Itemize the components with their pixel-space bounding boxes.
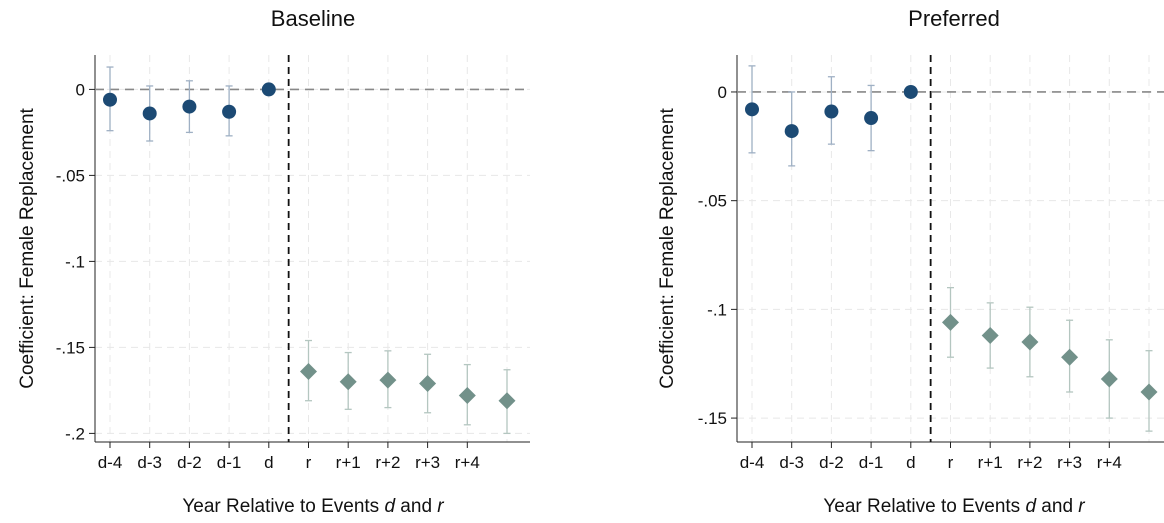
x-axis-title-r: r bbox=[437, 496, 444, 517]
diamond-marker bbox=[458, 387, 476, 405]
point-marker bbox=[261, 82, 276, 97]
point-marker bbox=[182, 99, 197, 114]
y-axis-title: Coefficient: Female Replacement bbox=[17, 108, 38, 389]
diamond-marker bbox=[379, 371, 397, 389]
diamond-marker bbox=[1061, 348, 1079, 366]
x-tick-label: r+2 bbox=[1017, 453, 1042, 472]
x-axis-title-text: Year Relative to Events bbox=[823, 496, 1025, 517]
x-tick-label: r bbox=[948, 453, 954, 472]
point-marker bbox=[864, 111, 879, 126]
x-tick-label: r+4 bbox=[1097, 453, 1122, 472]
diamond-marker bbox=[1100, 370, 1118, 388]
x-tick-label: d-4 bbox=[98, 453, 123, 472]
x-axis-title-r: r bbox=[1078, 496, 1085, 517]
y-tick-label: -.15 bbox=[56, 338, 85, 357]
y-tick-label: -.15 bbox=[698, 409, 727, 428]
point-marker bbox=[142, 106, 157, 121]
panel-title: Preferred bbox=[908, 6, 1000, 31]
point-marker bbox=[745, 102, 759, 117]
point-marker bbox=[784, 124, 799, 139]
point-marker bbox=[824, 104, 839, 119]
x-tick-label: r+2 bbox=[375, 453, 400, 472]
x-tick-label: d-3 bbox=[137, 453, 162, 472]
x-tick-label: d bbox=[906, 453, 915, 472]
point-marker bbox=[222, 104, 237, 119]
x-tick-label: r+1 bbox=[978, 453, 1003, 472]
preferred-panel: Preferred 0 -.05 -.1 -.15 d-4 d-3 d-2 d-1 d r r+1 r+… bbox=[657, 6, 1164, 517]
x-axis-title-and: and bbox=[1036, 496, 1078, 517]
point-marker bbox=[103, 92, 117, 107]
x-tick-label: d-4 bbox=[740, 453, 765, 472]
diamond-marker bbox=[1140, 383, 1158, 401]
y-tick-label: 0 bbox=[76, 80, 85, 99]
x-tick-label: d-2 bbox=[177, 453, 202, 472]
y-tick-label: -.05 bbox=[698, 192, 727, 211]
y-tick-label: -.1 bbox=[65, 252, 85, 271]
baseline-panel: Baseline 0 -.05 -.1 -.15 -.2 d-4 d-3 d-2 d-1 d r r+1… bbox=[17, 6, 530, 517]
x-axis-title-d: d bbox=[1025, 496, 1037, 517]
panel-title: Baseline bbox=[271, 6, 355, 31]
y-tick-label: -.2 bbox=[65, 424, 85, 443]
x-axis-title: Year Relative to Events d and r bbox=[823, 496, 1085, 517]
x-axis-title-text: Year Relative to Events bbox=[182, 496, 384, 517]
diamond-marker bbox=[1021, 333, 1039, 351]
x-tick-label: r+1 bbox=[336, 453, 361, 472]
x-axis-title-and: and bbox=[395, 496, 437, 517]
x-axis-title: Year Relative to Events d and r bbox=[182, 496, 444, 517]
y-tick-label: -.1 bbox=[707, 300, 727, 319]
x-tick-label: d bbox=[264, 453, 273, 472]
diamond-marker bbox=[419, 375, 437, 393]
diamond-marker bbox=[498, 392, 516, 410]
x-tick-label: d-2 bbox=[819, 453, 844, 472]
diamond-marker bbox=[942, 313, 959, 331]
diamond-marker bbox=[981, 326, 999, 344]
x-tick-label: r+3 bbox=[415, 453, 440, 472]
x-tick-label: r+4 bbox=[455, 453, 480, 472]
point-marker bbox=[903, 84, 918, 99]
x-axis-title-d: d bbox=[384, 496, 396, 517]
diamond-marker bbox=[339, 373, 357, 391]
x-tick-label: d-3 bbox=[779, 453, 804, 472]
x-tick-label: r bbox=[306, 453, 312, 472]
y-tick-label: 0 bbox=[718, 83, 727, 102]
y-axis-title: Coefficient: Female Replacement bbox=[657, 108, 678, 389]
y-tick-label: -.05 bbox=[56, 166, 85, 185]
diamond-marker bbox=[300, 362, 317, 380]
x-tick-label: d-1 bbox=[859, 453, 884, 472]
x-tick-label: r+3 bbox=[1057, 453, 1082, 472]
x-tick-label: d-1 bbox=[217, 453, 242, 472]
